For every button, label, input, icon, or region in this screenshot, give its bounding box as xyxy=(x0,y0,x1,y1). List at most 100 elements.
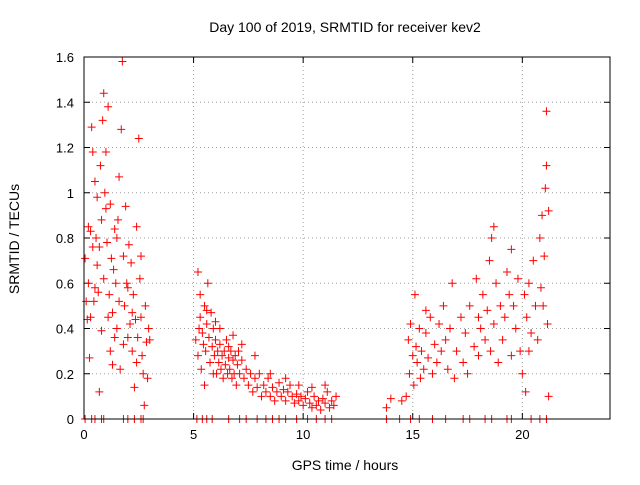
data-point xyxy=(474,313,483,322)
data-point xyxy=(126,319,135,328)
y-tick-label: 1.6 xyxy=(56,50,74,65)
data-point xyxy=(235,369,244,378)
data-point xyxy=(199,340,208,349)
data-point xyxy=(474,351,483,360)
data-point xyxy=(87,123,96,132)
data-point xyxy=(544,206,553,215)
data-point xyxy=(544,392,553,401)
chart-title: Day 100 of 2019, SRMTID for receiver kev… xyxy=(209,19,481,35)
data-point xyxy=(94,288,103,297)
data-point xyxy=(107,254,116,263)
data-point xyxy=(281,374,290,383)
data-point xyxy=(465,301,474,310)
data-point xyxy=(521,387,530,396)
data-point xyxy=(108,308,117,317)
data-point xyxy=(106,347,115,356)
data-point xyxy=(232,381,241,390)
data-point xyxy=(279,385,288,394)
data-point xyxy=(136,252,145,261)
data-point xyxy=(417,347,426,356)
data-point xyxy=(113,215,122,224)
data-point xyxy=(476,324,485,333)
data-point xyxy=(103,238,112,247)
data-point xyxy=(203,279,212,288)
data-point xyxy=(191,335,200,344)
data-point xyxy=(492,279,501,288)
y-tick-label: 0.8 xyxy=(56,231,74,246)
data-point xyxy=(207,308,216,317)
data-point xyxy=(500,313,509,322)
data-point xyxy=(196,290,205,299)
data-point xyxy=(316,405,325,414)
data-point xyxy=(272,387,281,396)
data-point xyxy=(450,374,459,383)
data-point xyxy=(441,335,450,344)
data-point xyxy=(268,383,277,392)
data-point xyxy=(211,335,220,344)
data-point xyxy=(307,403,316,412)
data-point xyxy=(538,211,547,220)
data-point xyxy=(95,243,104,252)
x-tick-label: 15 xyxy=(406,427,420,442)
data-point xyxy=(270,396,279,405)
data-point xyxy=(206,358,215,367)
data-point xyxy=(105,290,114,299)
tick-labels: 0 5 10 15 20 0 0.2 0.4 0.6 0.8 1 1.2 1.4 1.6 xyxy=(56,50,530,442)
data-point xyxy=(250,374,259,383)
data-point xyxy=(435,319,444,328)
data-point xyxy=(426,313,435,322)
data-point xyxy=(382,403,391,412)
data-point xyxy=(516,347,525,356)
data-point xyxy=(136,313,145,322)
data-point xyxy=(202,306,211,315)
data-point xyxy=(518,369,527,378)
data-point xyxy=(299,401,308,410)
data-point xyxy=(452,347,461,356)
data-point xyxy=(314,396,323,405)
data-point xyxy=(200,301,209,310)
data-point xyxy=(498,335,507,344)
data-point xyxy=(196,313,205,322)
data-point xyxy=(101,148,110,157)
data-point xyxy=(253,383,262,392)
data-point xyxy=(296,392,305,401)
plot-frame xyxy=(83,56,611,420)
data-point xyxy=(99,89,108,98)
data-point xyxy=(121,202,130,211)
data-point xyxy=(529,256,538,265)
data-point xyxy=(542,161,551,170)
data-point xyxy=(543,319,552,328)
data-point xyxy=(89,297,98,306)
data-point xyxy=(118,57,127,66)
data-point xyxy=(406,319,415,328)
y-axis-label: SRMTID / TECUs xyxy=(6,184,22,294)
data-point xyxy=(421,306,430,315)
data-point xyxy=(502,267,511,276)
y-tick-label: 1 xyxy=(67,186,74,201)
data-point xyxy=(419,365,428,374)
data-point xyxy=(310,392,319,401)
data-point xyxy=(527,329,536,338)
data-point xyxy=(261,387,270,396)
data-point xyxy=(110,333,119,342)
data-point xyxy=(216,365,225,374)
data-point xyxy=(202,319,211,328)
y-tick-label: 1.2 xyxy=(56,141,74,156)
data-point xyxy=(312,401,321,410)
data-point xyxy=(541,184,550,193)
data-point xyxy=(115,172,124,181)
data-point xyxy=(193,267,202,276)
data-point xyxy=(428,369,437,378)
data-point xyxy=(542,107,551,116)
data-point xyxy=(237,356,246,365)
data-point xyxy=(437,347,446,356)
data-point xyxy=(224,353,233,362)
data-point xyxy=(412,342,421,351)
data-point xyxy=(305,399,314,408)
data-point xyxy=(321,381,330,390)
y-tick-label: 0.6 xyxy=(56,276,74,291)
data-point xyxy=(209,369,218,378)
x-tick-label: 20 xyxy=(515,427,529,442)
data-point xyxy=(250,351,259,360)
